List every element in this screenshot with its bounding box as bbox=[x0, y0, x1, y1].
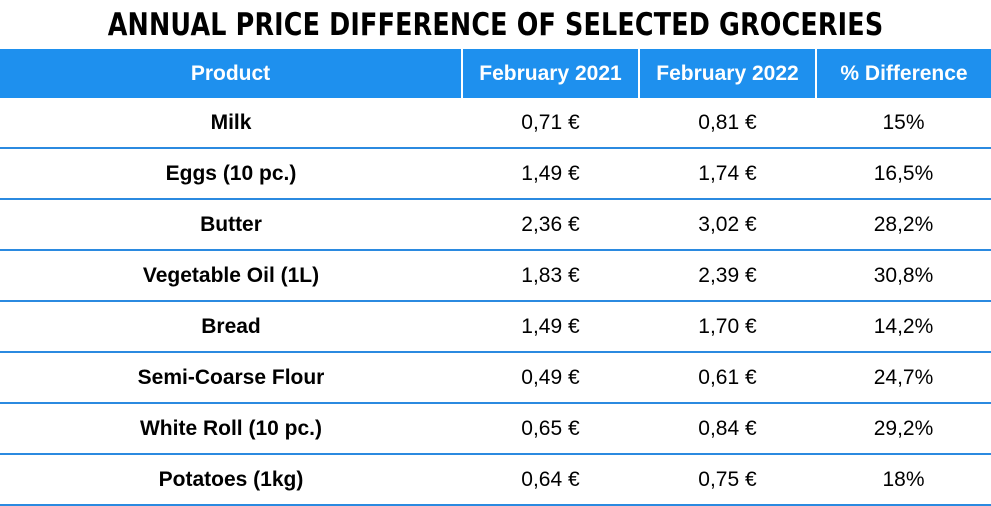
difference-cell: 29,2% bbox=[816, 403, 991, 455]
column-header-percent-difference: % Difference bbox=[816, 49, 991, 98]
price-2022-cell: 1,70 € bbox=[639, 301, 816, 353]
difference-cell: 16,5% bbox=[816, 148, 991, 200]
price-table: Product February 2021 February 2022 % Di… bbox=[0, 49, 991, 506]
table-row: Milk 0,71 € 0,81 € 15% bbox=[0, 98, 991, 149]
difference-cell: 24,7% bbox=[816, 352, 991, 404]
header-row: Product February 2021 February 2022 % Di… bbox=[0, 49, 991, 98]
product-cell: Butter bbox=[0, 199, 462, 251]
product-cell: Semi-Coarse Flour bbox=[0, 352, 462, 404]
price-2022-cell: 3,02 € bbox=[639, 199, 816, 251]
price-2022-cell: 0,61 € bbox=[639, 352, 816, 404]
difference-cell: 30,8% bbox=[816, 250, 991, 302]
table-row: Potatoes (1kg) 0,64 € 0,75 € 18% bbox=[0, 454, 991, 506]
price-2022-cell: 0,81 € bbox=[639, 98, 816, 149]
column-header-product: Product bbox=[0, 49, 463, 98]
price-2022-cell: 2,39 € bbox=[639, 250, 816, 302]
product-cell: Milk bbox=[0, 98, 462, 149]
table-row: Vegetable Oil (1L) 1,83 € 2,39 € 30,8% bbox=[0, 250, 991, 302]
price-2021-cell: 0,65 € bbox=[462, 403, 639, 455]
difference-cell: 14,2% bbox=[816, 301, 991, 353]
product-cell: White Roll (10 pc.) bbox=[0, 403, 462, 455]
product-cell: Bread bbox=[0, 301, 462, 353]
table-row: Butter 2,36 € 3,02 € 28,2% bbox=[0, 199, 991, 251]
product-cell: Vegetable Oil (1L) bbox=[0, 250, 462, 302]
table-row: White Roll (10 pc.) 0,65 € 0,84 € 29,2% bbox=[0, 403, 991, 455]
product-cell: Potatoes (1kg) bbox=[0, 454, 462, 506]
table-row: Semi-Coarse Flour 0,49 € 0,61 € 24,7% bbox=[0, 352, 991, 404]
difference-cell: 18% bbox=[816, 454, 991, 506]
product-cell: Eggs (10 pc.) bbox=[0, 148, 462, 200]
column-header-february-2022: February 2022 bbox=[639, 49, 817, 98]
price-2022-cell: 0,75 € bbox=[639, 454, 816, 506]
price-2021-cell: 1,49 € bbox=[462, 148, 639, 200]
table-row: Eggs (10 pc.) 1,49 € 1,74 € 16,5% bbox=[0, 148, 991, 200]
table-row: Bread 1,49 € 1,70 € 14,2% bbox=[0, 301, 991, 353]
difference-cell: 15% bbox=[816, 98, 991, 149]
price-2021-cell: 2,36 € bbox=[462, 199, 639, 251]
price-2022-cell: 0,84 € bbox=[639, 403, 816, 455]
price-2021-cell: 0,71 € bbox=[462, 98, 639, 149]
difference-cell: 28,2% bbox=[816, 199, 991, 251]
price-2021-cell: 1,49 € bbox=[462, 301, 639, 353]
price-2021-cell: 0,64 € bbox=[462, 454, 639, 506]
price-2021-cell: 1,83 € bbox=[462, 250, 639, 302]
price-2021-cell: 0,49 € bbox=[462, 352, 639, 404]
price-2022-cell: 1,74 € bbox=[639, 148, 816, 200]
table-title: ANNUAL PRICE DIFFERENCE OF SELECTED GROC… bbox=[107, 6, 884, 43]
column-header-february-2021: February 2021 bbox=[462, 49, 640, 98]
